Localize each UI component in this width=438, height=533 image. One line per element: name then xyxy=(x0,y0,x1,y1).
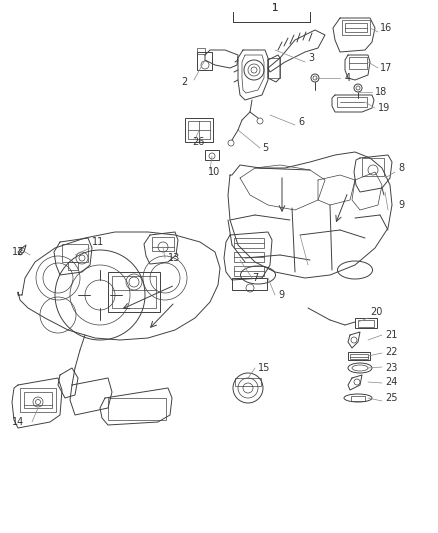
Bar xyxy=(108,398,166,420)
Text: 12: 12 xyxy=(12,247,25,257)
Text: 22: 22 xyxy=(385,347,398,357)
Text: 7: 7 xyxy=(252,273,258,283)
Text: 9: 9 xyxy=(278,290,284,300)
Bar xyxy=(355,318,377,328)
Bar xyxy=(108,272,160,312)
Text: 17: 17 xyxy=(380,63,392,73)
Bar xyxy=(345,23,367,32)
Bar xyxy=(197,52,212,70)
Bar xyxy=(235,378,261,386)
Bar xyxy=(24,392,52,408)
Text: 1: 1 xyxy=(272,3,278,13)
Bar xyxy=(234,238,264,248)
Text: 8: 8 xyxy=(398,163,404,173)
Bar xyxy=(152,237,174,251)
Text: 2: 2 xyxy=(182,77,188,87)
Bar xyxy=(358,320,374,327)
Bar xyxy=(205,150,219,160)
Text: 21: 21 xyxy=(385,330,397,340)
Text: 4: 4 xyxy=(345,73,351,83)
Text: 26: 26 xyxy=(192,137,205,147)
Text: 13: 13 xyxy=(168,253,180,263)
Text: 11: 11 xyxy=(92,237,104,247)
Text: 5: 5 xyxy=(262,143,268,153)
Text: 25: 25 xyxy=(385,393,398,403)
Bar xyxy=(62,244,88,262)
Bar xyxy=(197,48,205,54)
Bar xyxy=(349,57,367,69)
Bar xyxy=(362,158,384,176)
Text: 18: 18 xyxy=(375,87,387,97)
Text: 19: 19 xyxy=(378,103,390,113)
Text: 14: 14 xyxy=(12,417,24,427)
Bar xyxy=(234,252,264,262)
Text: 9: 9 xyxy=(398,200,404,210)
Bar xyxy=(68,262,78,270)
Text: 10: 10 xyxy=(208,167,220,177)
Bar xyxy=(350,354,368,359)
Text: 20: 20 xyxy=(370,307,382,317)
Bar xyxy=(232,278,267,290)
Text: 24: 24 xyxy=(385,377,397,387)
Text: 1: 1 xyxy=(272,3,278,13)
Bar xyxy=(348,352,370,360)
Bar xyxy=(188,121,210,139)
Bar xyxy=(185,118,213,142)
Bar xyxy=(351,396,365,401)
Bar xyxy=(268,58,280,78)
Bar xyxy=(342,20,370,35)
Text: 16: 16 xyxy=(380,23,392,33)
Text: 6: 6 xyxy=(298,117,304,127)
Text: 15: 15 xyxy=(258,363,270,373)
Bar xyxy=(234,266,264,276)
Bar xyxy=(337,97,367,107)
Text: 23: 23 xyxy=(385,363,397,373)
Bar xyxy=(112,276,156,308)
Bar xyxy=(20,388,56,412)
Text: 3: 3 xyxy=(308,53,314,63)
